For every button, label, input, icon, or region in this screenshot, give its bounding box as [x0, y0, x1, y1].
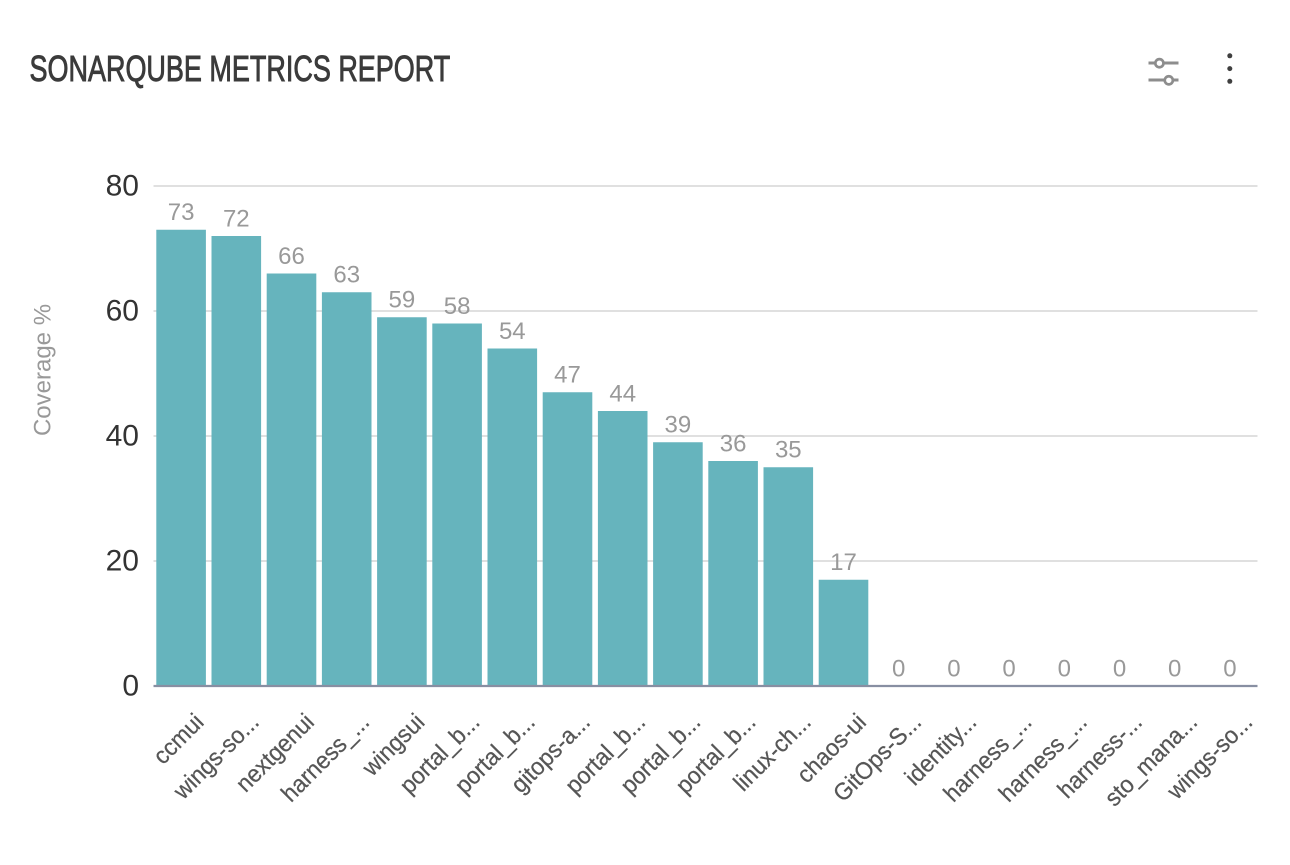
svg-text:0: 0 — [892, 655, 905, 682]
svg-text:47: 47 — [554, 362, 581, 389]
svg-text:0: 0 — [1058, 655, 1071, 682]
svg-text:58: 58 — [444, 293, 471, 320]
svg-text:Coverage %: Coverage % — [30, 304, 57, 436]
svg-text:0: 0 — [122, 670, 139, 703]
svg-text:35: 35 — [775, 437, 802, 464]
svg-text:36: 36 — [720, 430, 747, 457]
svg-text:54: 54 — [499, 318, 526, 345]
svg-text:SONARQUBE METRICS REPORT: SONARQUBE METRICS REPORT — [30, 48, 451, 89]
svg-text:63: 63 — [333, 262, 360, 289]
svg-text:44: 44 — [609, 380, 636, 407]
svg-text:59: 59 — [389, 287, 416, 314]
svg-text:17: 17 — [830, 549, 857, 576]
svg-text:20: 20 — [106, 545, 139, 578]
svg-text:0: 0 — [1168, 655, 1181, 682]
svg-text:0: 0 — [947, 655, 960, 682]
svg-text:0: 0 — [1002, 655, 1015, 682]
svg-text:66: 66 — [278, 243, 305, 270]
svg-text:39: 39 — [665, 412, 692, 439]
svg-text:60: 60 — [106, 295, 139, 328]
svg-text:0: 0 — [1223, 655, 1236, 682]
svg-text:72: 72 — [223, 205, 250, 232]
svg-text:0: 0 — [1113, 655, 1126, 682]
svg-text:80: 80 — [106, 170, 139, 203]
svg-text:40: 40 — [106, 420, 139, 453]
svg-text:73: 73 — [168, 199, 195, 226]
